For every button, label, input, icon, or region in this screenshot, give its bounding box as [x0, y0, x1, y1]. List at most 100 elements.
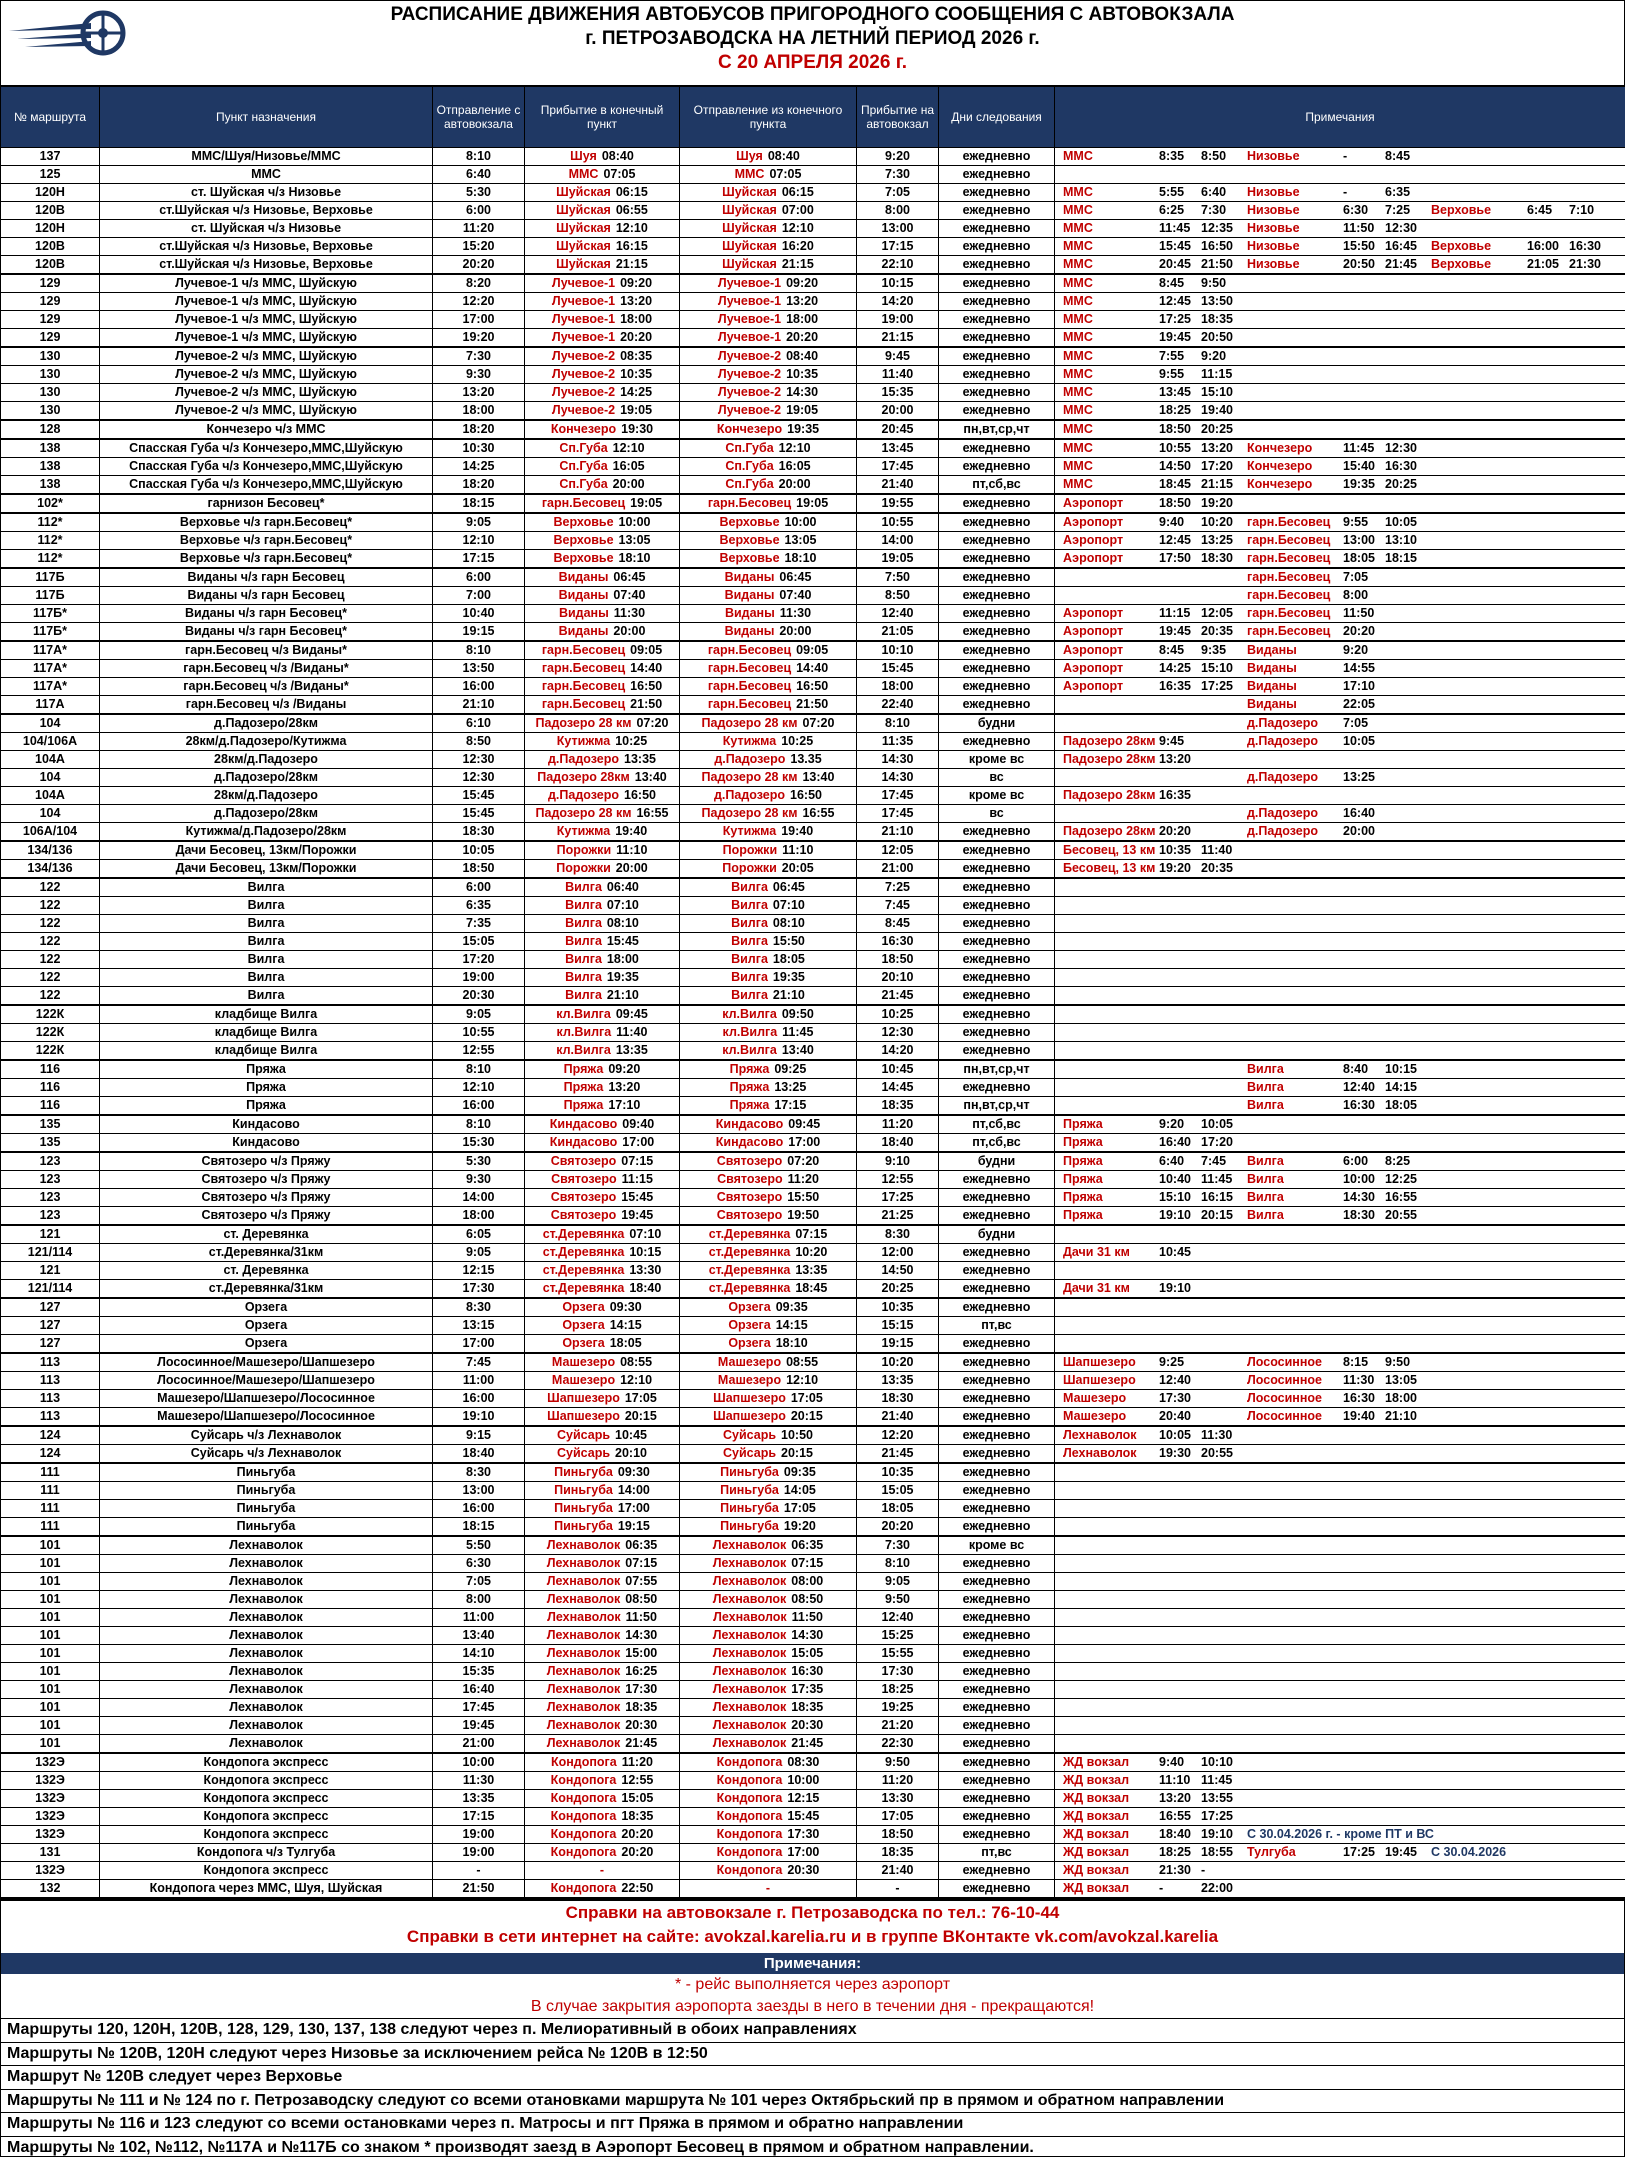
return-departure-place: Кутижма: [723, 734, 776, 748]
departure-time-cell: 8:10: [433, 1115, 525, 1134]
return-arrival-time-cell: 11:20: [857, 1772, 939, 1790]
arrival-place: гарн.Бесовец: [542, 697, 625, 711]
stop-time: 19:20: [1159, 860, 1201, 877]
route-number: 124: [40, 1446, 61, 1460]
days-cell: ежедневно: [939, 1335, 1055, 1354]
route-number-cell: 112*: [1, 513, 100, 532]
return-departure-place: Лехнаволок: [713, 1664, 787, 1678]
route-number: 128: [40, 422, 61, 436]
return-departure-place: Святозеро: [717, 1190, 783, 1204]
route-number-cell: 135: [1, 1115, 100, 1134]
days: ежедневно: [963, 221, 1031, 235]
return-arrival-time-cell: 13:30: [857, 1790, 939, 1808]
return-arrival-time: 17:25: [882, 1190, 914, 1204]
days: ежедневно: [963, 734, 1031, 748]
stop-time: 20:45: [1159, 256, 1201, 273]
return-departure-time: 08:55: [786, 1355, 818, 1369]
return-departure-place: Падозеро 28 км: [702, 770, 798, 784]
arrival-place: Кондопога: [551, 1773, 617, 1787]
notes-cell: [1055, 1298, 1625, 1317]
arrival-time: 09:45: [616, 1007, 648, 1021]
destination-cell: Лучевое-1 ч/з ММС, Шуйскую: [100, 311, 433, 329]
destination: Спасская Губа ч/з Кончезеро,ММС,Шуйскую: [129, 441, 403, 455]
arrival-time: 16:15: [616, 239, 648, 253]
return-departure-place: гарн.Бесовец: [708, 496, 791, 510]
days-cell: ежедневно: [939, 696, 1055, 715]
stop-name: д.Падозеро: [1247, 805, 1343, 822]
departure-time: 19:00: [463, 1845, 495, 1859]
return-departure-place: Верховье: [719, 515, 779, 529]
stop-time: 7:30: [1201, 202, 1243, 219]
route-number-cell: 111: [1, 1482, 100, 1500]
return-departure-time: 08:40: [786, 349, 818, 363]
departure-time-cell: 18:00: [433, 402, 525, 421]
stop-time: 21:10: [1385, 1408, 1427, 1425]
return-arrival-time: 10:10: [882, 643, 914, 657]
stop-time: 18:30: [1201, 550, 1243, 567]
stop-name: Падозеро 28км: [1063, 823, 1159, 840]
arrival-time: 06:35: [625, 1538, 657, 1552]
route-number: 122К: [36, 1043, 65, 1057]
return-arrival-time: 13:45: [882, 441, 914, 455]
return-departure-time: 10:00: [787, 1773, 819, 1787]
return-arrival-time: 10:15: [882, 276, 914, 290]
return-departure-place: ст.Деревянка: [709, 1263, 791, 1277]
return-arrival-time: 7:30: [885, 167, 910, 181]
days: ежедневно: [963, 167, 1031, 181]
destination-cell: Пряжа: [100, 1097, 433, 1116]
arrival-time: 10:45: [615, 1428, 647, 1442]
days-cell: ежедневно: [939, 1171, 1055, 1189]
stop-name: Кончезеро: [1247, 440, 1343, 457]
return-departure-time: 17:15: [774, 1098, 806, 1112]
destination: Виданы ч/з гарн Бесовец: [187, 588, 344, 602]
return-departure-place: Порожки: [723, 843, 778, 857]
departure-time-cell: 8:10: [433, 148, 525, 166]
stop-name: гарн.Бесовец: [1247, 550, 1343, 567]
route-number: 104/106А: [23, 734, 77, 748]
arrival-time: 12:10: [613, 441, 645, 455]
stop-name: гарн.Бесовец: [1247, 623, 1343, 640]
return-arrival-time-cell: 19:00: [857, 311, 939, 329]
departure-time: 17:30: [463, 1281, 495, 1295]
arrival-place: Шуя: [570, 149, 597, 163]
stop-name: ЖД вокзал: [1063, 1862, 1159, 1879]
arrival-time: 10:00: [619, 515, 651, 529]
notes-cell: [1055, 1500, 1625, 1518]
return-departure-time: 20:20: [786, 330, 818, 344]
return-arrival-time-cell: 21:20: [857, 1717, 939, 1735]
days: ежедневно: [963, 441, 1031, 455]
departure-time: 18:15: [463, 1519, 495, 1533]
stop-time: 20:50: [1201, 329, 1243, 346]
arrival-time: 17:00: [618, 1501, 650, 1515]
arrival-time: 07:20: [636, 716, 668, 730]
days-cell: ежедневно: [939, 568, 1055, 587]
